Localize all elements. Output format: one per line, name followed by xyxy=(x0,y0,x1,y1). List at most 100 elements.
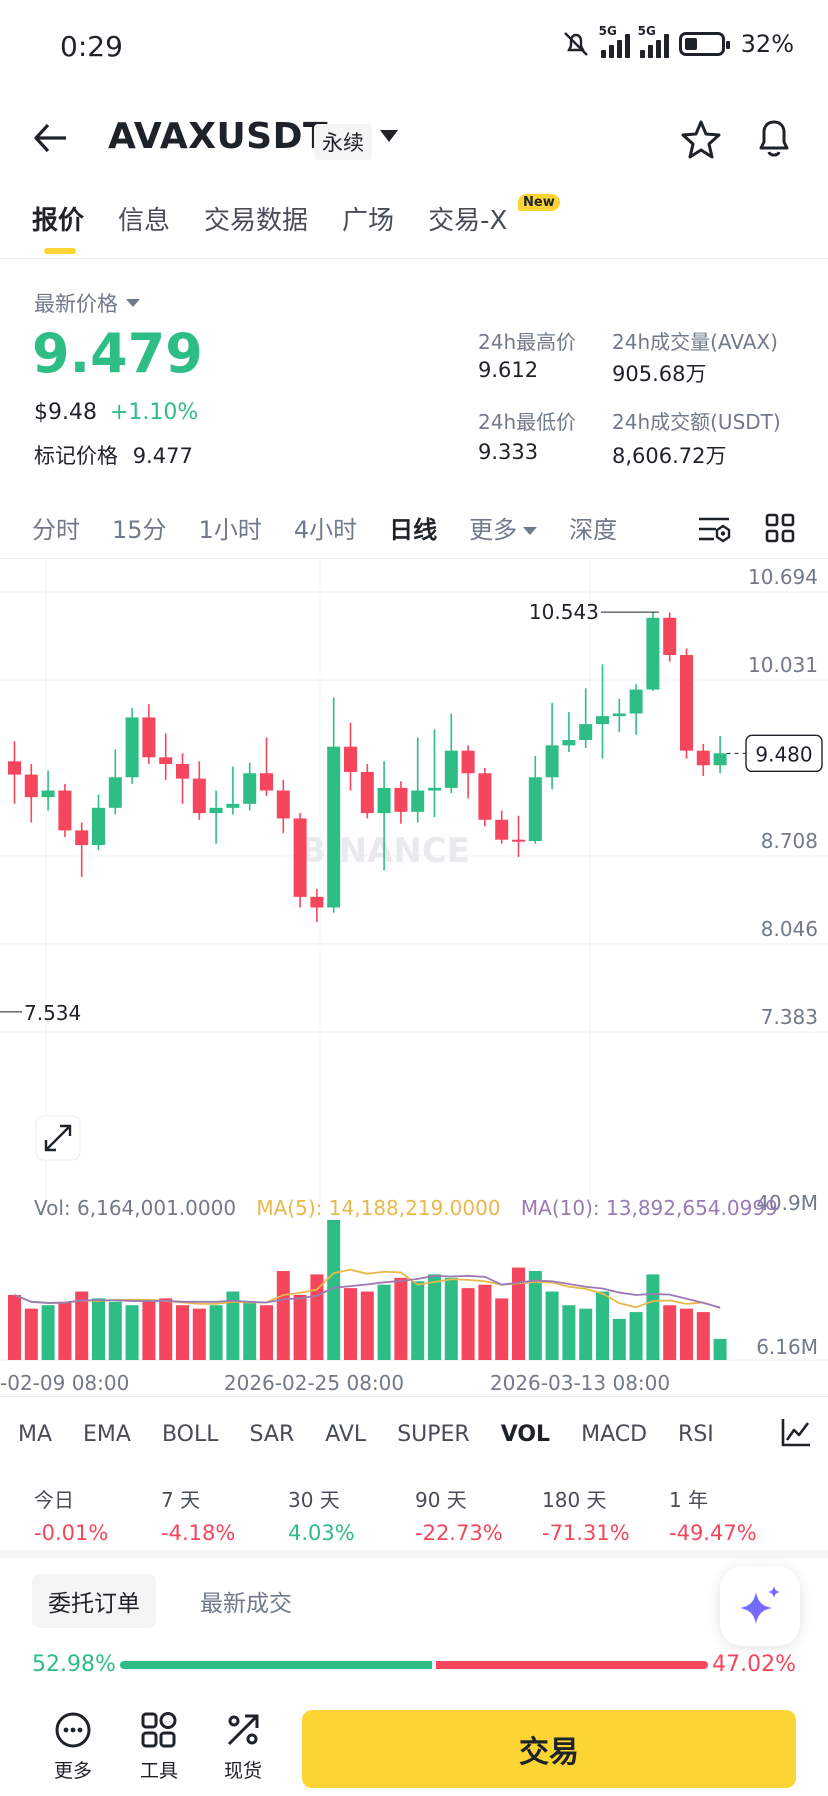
divider xyxy=(0,558,828,559)
mark-price-value: 9.477 xyxy=(132,444,193,468)
tab-trading-data[interactable]: 交易数据 xyxy=(204,206,309,236)
price-change: +1.10% xyxy=(109,400,199,425)
interval-more-label: 更多 xyxy=(469,516,518,544)
indicator-super[interactable]: SUPER xyxy=(397,1422,470,1447)
divider xyxy=(0,258,828,259)
interval-1h[interactable]: 1小时 xyxy=(198,516,262,544)
indicator-avl[interactable]: AVL xyxy=(325,1422,367,1447)
back-arrow-icon[interactable] xyxy=(32,118,72,158)
expand-icon[interactable] xyxy=(35,1115,81,1161)
perf-30d: 30 天 4.03% xyxy=(288,1484,415,1545)
contract-type-badge: 永续 xyxy=(314,124,372,160)
volume-bar xyxy=(461,1288,475,1360)
volume-bar xyxy=(394,1277,408,1360)
ai-assistant-button[interactable] xyxy=(720,1566,800,1646)
volume-bar xyxy=(260,1305,273,1360)
tab-order-book[interactable]: 委托订单 xyxy=(32,1574,156,1628)
interval-4h[interactable]: 4小时 xyxy=(293,516,358,544)
mark-price-label: 标记价格 xyxy=(34,444,118,468)
candle-body xyxy=(360,771,374,814)
candle-body xyxy=(58,790,72,831)
price-axis-label: 7.383 xyxy=(761,1005,818,1029)
perf-value: -4.18% xyxy=(161,1521,236,1545)
last-price: 9.479 xyxy=(32,322,203,385)
chevron-down-icon[interactable] xyxy=(380,130,398,142)
nav-tools[interactable]: 工具 xyxy=(124,1710,194,1783)
interval-1d[interactable]: 日线 xyxy=(389,516,438,544)
candle-body xyxy=(226,803,240,808)
candlestick-chart[interactable]: BINANCE 10.694 10.031 8.708 8.046 7.383 10.54… xyxy=(0,560,828,1396)
watermark: BINANCE xyxy=(300,831,470,871)
tab-square[interactable]: 广场 xyxy=(342,206,395,236)
sell-ratio-fill xyxy=(435,1661,708,1669)
buy-ratio-percent: 52.98% xyxy=(32,1652,116,1677)
nav-more[interactable]: 更多 xyxy=(38,1710,108,1783)
volume-bar xyxy=(125,1305,139,1360)
low-value: 9.333 xyxy=(478,440,539,464)
current-price-label: 9.480 xyxy=(755,742,812,766)
candle-body xyxy=(713,753,727,766)
volume-bar xyxy=(495,1298,509,1360)
volume-bar xyxy=(713,1338,727,1360)
candle-body xyxy=(663,617,677,655)
candle-body xyxy=(528,777,542,842)
volume-bar xyxy=(209,1305,223,1360)
tab-quote[interactable]: 报价 xyxy=(32,206,85,236)
expand-arrows xyxy=(44,1124,72,1152)
indicator-rsi[interactable]: RSI xyxy=(678,1422,714,1447)
nav-spot[interactable]: 现货 xyxy=(208,1710,278,1783)
candle-body xyxy=(394,787,408,812)
candle-body xyxy=(327,746,341,908)
indicator-sar[interactable]: SAR xyxy=(249,1422,295,1447)
indicator-boll[interactable]: BOLL xyxy=(161,1422,219,1447)
volume-bar xyxy=(344,1288,357,1360)
latest-price-dropdown[interactable]: 最新价格 xyxy=(34,288,140,318)
volume-bar xyxy=(377,1284,391,1360)
trade-button[interactable]: 交易 xyxy=(302,1710,796,1788)
volume-bar xyxy=(327,1220,341,1360)
volume-ma10-line xyxy=(14,1274,721,1309)
candle-body xyxy=(8,761,21,775)
volume-bar xyxy=(293,1294,307,1360)
high-value: 9.612 xyxy=(478,358,539,382)
perf-value: -49.47% xyxy=(669,1521,757,1545)
symbol-title[interactable]: AVAXUSDT xyxy=(108,116,329,157)
volume-bar xyxy=(142,1301,156,1360)
perf-value: -71.31% xyxy=(542,1521,630,1545)
indicator-ema[interactable]: EMA xyxy=(83,1422,131,1447)
star-icon[interactable] xyxy=(680,118,722,160)
chart-settings-icon[interactable] xyxy=(696,512,732,546)
tab-latest-trades[interactable]: 最新成交 xyxy=(200,1591,292,1617)
volume-bar xyxy=(108,1301,122,1360)
indicator-settings-icon[interactable] xyxy=(780,1416,812,1448)
volume-bar xyxy=(629,1312,643,1360)
candle-body xyxy=(142,717,156,758)
interval-time[interactable]: 分时 xyxy=(32,516,80,544)
interval-depth[interactable]: 深度 xyxy=(569,516,618,544)
candle-body xyxy=(92,807,105,846)
candle-body xyxy=(495,819,509,840)
candle-body xyxy=(411,790,425,812)
indicator-vol[interactable]: VOL xyxy=(500,1422,551,1447)
perf-today: 今日 -0.01% xyxy=(34,1484,161,1545)
interval-more[interactable]: 更多 xyxy=(469,510,538,545)
volume-bar xyxy=(696,1312,710,1360)
bell-icon[interactable] xyxy=(754,116,794,160)
candle-body xyxy=(629,689,643,714)
candle-body xyxy=(243,773,257,804)
indicator-macd[interactable]: MACD xyxy=(581,1422,648,1447)
candle-body xyxy=(428,787,441,791)
perf-label: 90 天 xyxy=(415,1488,467,1512)
tab-info[interactable]: 信息 xyxy=(118,206,171,236)
perf-value: -0.01% xyxy=(34,1521,109,1545)
indicator-ma[interactable]: MA xyxy=(18,1422,53,1447)
volume-bar xyxy=(428,1274,441,1360)
tab-trade-x[interactable]: 交易-X xyxy=(428,206,508,236)
interval-15m[interactable]: 15分 xyxy=(112,516,167,544)
perf-label: 7 天 xyxy=(161,1488,201,1512)
volume-bar xyxy=(680,1308,693,1360)
perf-label: 180 天 xyxy=(542,1488,607,1512)
candle-body xyxy=(344,746,357,772)
volume-legend: Vol: 6,164,001.0000 MA(5): 14,188,219.00… xyxy=(34,1196,778,1220)
grid-layout-icon[interactable] xyxy=(764,512,796,544)
